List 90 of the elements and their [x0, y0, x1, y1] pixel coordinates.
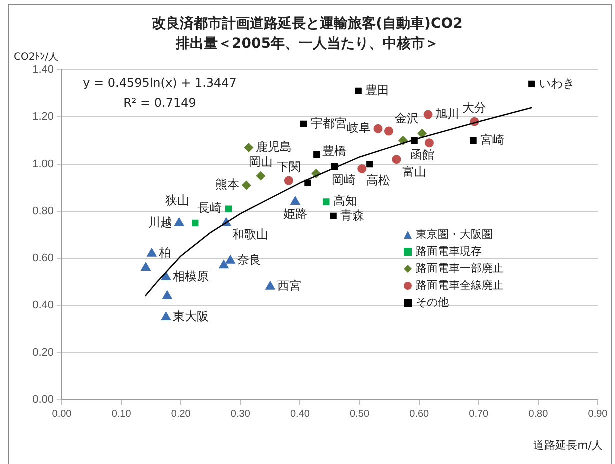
annotation: 金沢 [394, 111, 419, 126]
annotation: 相模原 [173, 270, 210, 284]
point [242, 181, 252, 190]
annotation: 奈良 [238, 253, 262, 268]
point [161, 272, 172, 280]
annotation: 富山 [402, 164, 427, 179]
point [384, 126, 394, 136]
x-tick-label: 0.70 [469, 408, 490, 420]
x-axis-title: 道路延長m/人 [534, 438, 603, 453]
point [256, 172, 266, 181]
legend-label: その他 [416, 296, 449, 309]
annotation: 柏 [158, 246, 171, 260]
annotation: 旭川 [435, 106, 460, 121]
point [424, 138, 434, 148]
x-tick-label: 0.40 [290, 408, 310, 420]
point [528, 80, 536, 88]
annotation: 鹿児島 [256, 140, 292, 154]
point [226, 255, 236, 264]
annotation: 青森 [340, 208, 365, 222]
annotation: 高知 [333, 194, 358, 208]
x-tick-label: 0.10 [112, 408, 132, 420]
point [418, 129, 427, 138]
annotation: 宮崎 [480, 132, 505, 147]
annotation: 下関 [276, 160, 301, 174]
point [374, 124, 383, 134]
annotation: 大分 [462, 100, 487, 115]
annotation: 長崎 [198, 201, 222, 216]
y-tick-label: 0.80 [32, 205, 54, 218]
annotation: 岡山 [248, 155, 273, 170]
y-tick-label: 0.60 [32, 252, 54, 265]
legend-label: 路面電車一部廃止 [416, 262, 504, 275]
annotation: 豊田 [366, 83, 390, 98]
point [162, 290, 172, 300]
point [314, 152, 320, 158]
annotation: 熊本 [216, 178, 240, 192]
point [161, 312, 172, 320]
point [225, 206, 232, 212]
y-tick-label: 1.40 [32, 64, 54, 76]
y-axis-title: CO2ﾄﾝ/人 [14, 51, 59, 64]
point [355, 88, 362, 95]
annotation: 岡崎 [332, 173, 356, 188]
point [284, 176, 294, 186]
annotation: 東大阪 [173, 310, 210, 324]
annotation: 岐阜 [347, 121, 372, 136]
point [141, 262, 151, 271]
point [300, 120, 308, 128]
y-tick-label: 1.20 [32, 111, 54, 124]
annotation: 姫路 [283, 207, 308, 222]
annotation: 狭山 [165, 193, 190, 208]
x-tick-label: 0.30 [230, 408, 251, 420]
point [147, 248, 157, 257]
point [330, 212, 337, 220]
point [290, 196, 300, 205]
annotation: 高松 [366, 174, 391, 188]
annotation: 函館 [410, 148, 434, 162]
point [304, 180, 312, 186]
point [398, 136, 408, 146]
x-tick-label: 0.50 [350, 408, 370, 420]
point [424, 110, 433, 120]
x-tick-label: 0.00 [52, 408, 72, 420]
point [470, 137, 477, 144]
legend-label: 路面電車現存 [416, 244, 482, 258]
point [392, 155, 402, 164]
legend-label: 東京圏・大阪圏 [416, 228, 493, 241]
y-tick-label: 1.00 [32, 158, 54, 170]
x-tick-label: 0.20 [171, 408, 192, 420]
point [174, 218, 184, 226]
x-tick-label: 0.60 [410, 408, 430, 420]
x-tick-label: 0.80 [528, 408, 549, 420]
point [323, 198, 330, 206]
annotation: 川越 [148, 215, 172, 230]
point [366, 160, 374, 168]
annotation: いわき [538, 76, 575, 90]
annotation: 和歌山 [232, 227, 268, 242]
annotation: 西宮 [277, 278, 302, 293]
point [219, 260, 229, 269]
y-tick-label: 0.00 [32, 394, 54, 406]
annotation: 豊橋 [322, 144, 346, 158]
point [266, 281, 276, 290]
annotation: y = 0.4595ln(x) + 1.3447 [83, 76, 237, 90]
annotation: 宇都宮 [310, 116, 347, 130]
chart-title: 改良済都市計画道路延長と運輸旅客(自動車)CO2 排出量＜2005年、一人当たり、中核市＞ [152, 16, 463, 52]
point [358, 164, 367, 174]
annotation: R² = 0.7149 [124, 96, 196, 110]
point [244, 143, 254, 152]
y-tick-label: 0.40 [32, 300, 54, 312]
legend-label: 路面電車全線廃止 [416, 278, 504, 292]
point [192, 220, 199, 227]
x-tick-label: 0.90 [588, 408, 608, 420]
y-tick-label: 0.20 [32, 346, 54, 359]
